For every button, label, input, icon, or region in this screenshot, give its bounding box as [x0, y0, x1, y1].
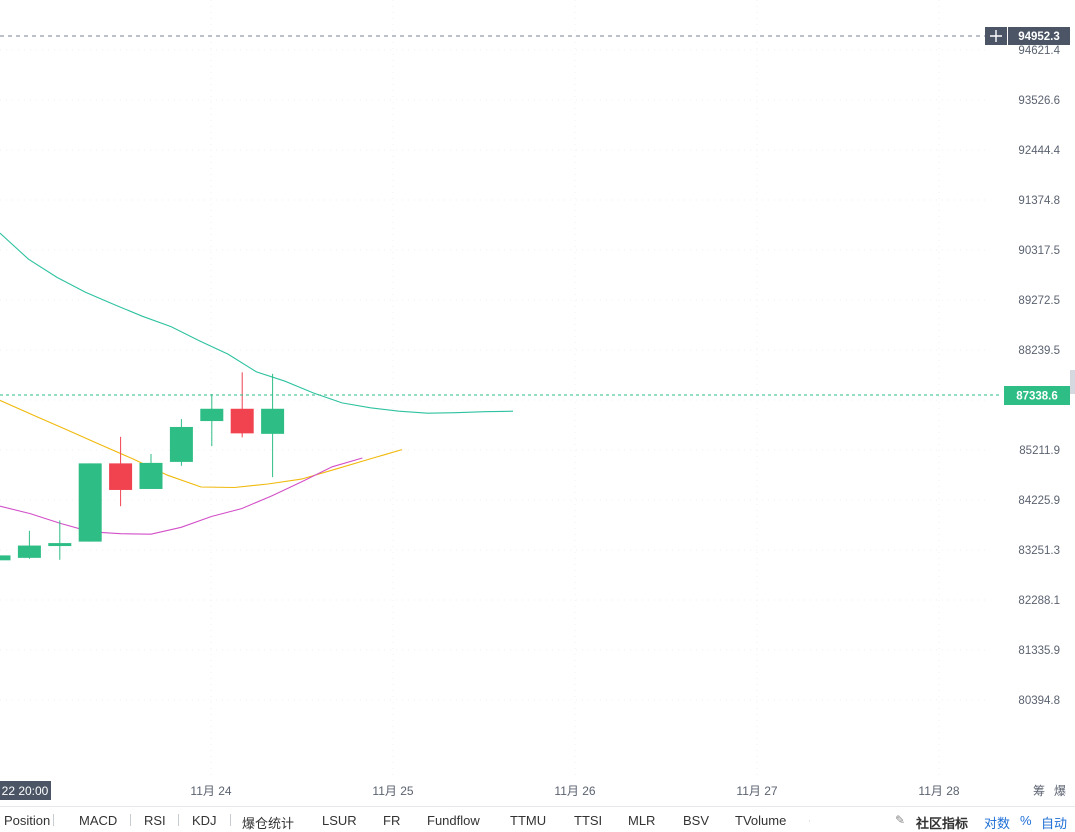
auto-scale-toggle[interactable]: 自动 — [1041, 816, 1068, 831]
tab-kdj[interactable]: KDJ — [192, 813, 217, 828]
y-tick-label: 80394.8 — [1018, 695, 1060, 707]
tab-separator — [178, 814, 179, 826]
candle-body — [261, 408, 285, 434]
tab-position[interactable]: Position — [4, 813, 51, 828]
tab-separator — [230, 814, 231, 826]
candle-body — [169, 426, 193, 462]
tab-macd[interactable]: MACD — [79, 813, 118, 828]
ma-line-ma-orange — [0, 399, 403, 489]
y-tick-label: 84225.9 — [1018, 495, 1060, 507]
chart-grid — [0, 0, 985, 778]
y-tick-label: 82288.1 — [1018, 595, 1060, 607]
y-tick-label: 85211.9 — [1019, 445, 1060, 457]
candle-body — [48, 543, 72, 547]
moving-averages — [0, 232, 514, 535]
crosshair-time-bg — [0, 781, 51, 800]
candle — [139, 454, 163, 489]
tab-fundflow[interactable]: Fundflow — [427, 813, 480, 828]
crosshair-price-text: 94952.3 — [1018, 31, 1060, 43]
y-axis: 94621.4 93526.6 92444.4 91374.8 90317.5 89272… — [1018, 45, 1060, 707]
x-axis-right-label: 爆 — [1054, 784, 1066, 798]
candle-body — [230, 408, 254, 434]
candle-body — [109, 463, 133, 490]
tab-tvolume[interactable]: TVolume — [735, 813, 787, 828]
candle — [200, 394, 224, 447]
community-indicators-button[interactable]: 社区指标 — [916, 816, 969, 831]
candle-body — [139, 462, 163, 489]
candle-body — [78, 463, 102, 542]
crosshair-time-text: 22 20:00 — [2, 784, 49, 798]
tab-separator — [130, 814, 131, 826]
indicator-tab-bar: ✎ 社区指标 对数 % 自动 Position MACD RSI KDJ 爆仓统计 LSU… — [0, 806, 1075, 832]
last-price-label: 87338.6 — [1004, 386, 1070, 405]
candle — [48, 520, 72, 560]
x-tick-label: 11月 28 — [918, 784, 959, 798]
edit-icon[interactable]: ✎ — [895, 813, 906, 827]
price-chart[interactable]: 94621.4 93526.6 92444.4 91374.8 90317.5 89272… — [0, 0, 1075, 805]
ma-line-ma-teal — [0, 232, 514, 414]
axis-labels: 94952.3 87338.6 — [985, 27, 1075, 405]
tab-lsur[interactable]: LSUR — [322, 813, 357, 828]
x-tick-label: 11月 26 — [554, 784, 595, 798]
tab-bsv[interactable]: BSV — [683, 813, 710, 828]
candle — [78, 463, 102, 542]
candle — [169, 419, 193, 466]
candle-body — [17, 545, 41, 558]
tab-ttmu[interactable]: TTMU — [510, 813, 547, 828]
crosshair-price-label: 94952.3 — [985, 27, 1070, 45]
log-scale-toggle[interactable]: 对数 — [984, 816, 1011, 831]
crosshair-price-bg — [1008, 27, 1070, 45]
tab-fr[interactable]: FR — [383, 813, 401, 828]
x-tick-label: 11月 27 — [736, 784, 777, 798]
y-tick-label: 83251.3 — [1018, 545, 1060, 557]
crosshair-time-label: 22 20:00 — [0, 781, 51, 800]
last-price-bg — [1004, 386, 1070, 405]
y-tick-label: 88239.5 — [1018, 345, 1060, 357]
candle — [261, 373, 285, 478]
y-tick-label: 81335.9 — [1018, 645, 1060, 657]
y-tick-label: 90317.5 — [1018, 245, 1060, 257]
y-tick-label: 94621.4 — [1018, 45, 1060, 57]
candle — [109, 436, 133, 507]
plus-icon — [990, 30, 1002, 42]
tab-mlr[interactable]: MLR — [628, 813, 656, 828]
candle-body — [0, 555, 11, 561]
y-tick-label: 89272.5 — [1018, 295, 1060, 307]
ma-line-ma-magenta — [0, 457, 363, 535]
tab-ttsi[interactable]: TTSI — [574, 813, 603, 828]
reference-lines — [0, 35, 1000, 396]
x-axis-right-label: 筹 — [1033, 784, 1045, 798]
x-tick-label: 11月 24 — [190, 784, 231, 798]
x-tick-label: 11月 25 — [372, 784, 413, 798]
percent-scale-toggle[interactable]: % — [1020, 813, 1032, 828]
scroll-handle — [1070, 370, 1075, 394]
candle-body — [200, 408, 224, 422]
more-dot-icon: ‧ — [808, 816, 811, 826]
x-axis: 11月 24 11月 25 11月 26 11月 27 11月 28 22 20:00 筹爆 — [0, 781, 1066, 800]
candle — [17, 530, 41, 559]
tab-separator — [53, 814, 54, 826]
y-tick-label: 92444.4 — [1018, 145, 1060, 157]
candle — [0, 555, 11, 561]
last-price-text: 87338.6 — [1016, 391, 1058, 403]
candle — [230, 372, 254, 438]
tab-爆仓统计[interactable]: 爆仓统计 — [242, 816, 295, 831]
candles — [0, 372, 285, 561]
tab-rsi[interactable]: RSI — [144, 813, 166, 828]
y-tick-label: 93526.6 — [1018, 95, 1060, 107]
y-tick-label: 91374.8 — [1018, 195, 1060, 207]
